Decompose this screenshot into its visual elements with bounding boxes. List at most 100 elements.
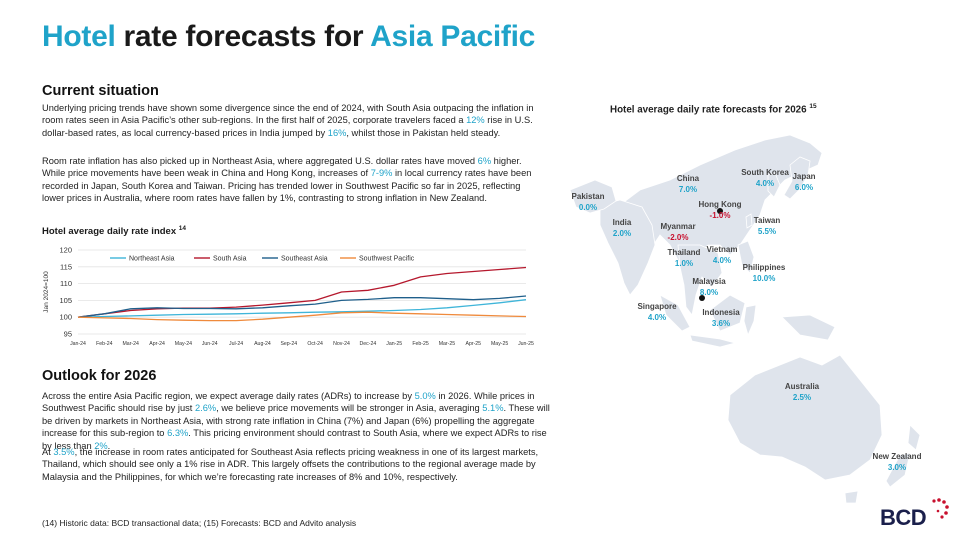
text-run: At: [42, 447, 54, 457]
country-forecast-value: 4.0%: [755, 178, 775, 188]
x-tick-label: Mar-24: [122, 341, 139, 347]
y-tick-label: 110: [60, 279, 72, 288]
y-tick-label: 115: [60, 262, 72, 271]
map-label-hong-kong: Hong Kong -1.0%: [680, 200, 760, 221]
chart-title-footnote-ref: 14: [178, 225, 186, 232]
map-label-vietnam: Vietnam 4.0%: [682, 245, 762, 266]
x-tick-label: Feb-25: [412, 341, 429, 347]
country-name: New Zealand: [872, 452, 922, 461]
map-land-sulawesi: [743, 304, 757, 337]
country-name: Taiwan: [753, 216, 781, 225]
text-run: , the increase in room rates anticipated…: [42, 447, 539, 482]
country-forecast-value: 2.5%: [792, 392, 812, 402]
y-tick-label: 100: [59, 313, 72, 322]
x-tick-label: Aug-24: [254, 341, 271, 347]
legend-label: Southeast Asia: [281, 256, 328, 263]
highlight-figure: 5.0%: [414, 391, 436, 401]
highlight-figure: 2.6%: [194, 403, 217, 414]
country-forecast-value: 2.0%: [612, 228, 632, 238]
map-label-malaysia: Malaysia 8.0%: [669, 277, 749, 298]
map-land-new-zealand-south: [885, 452, 911, 488]
text-run: .: [107, 440, 111, 451]
map-title: Hotel average daily rate forecasts for 2…: [610, 103, 817, 115]
map-land-philippines: [737, 240, 755, 274]
country-name: Vietnam: [706, 245, 738, 254]
adr-index-line-chart: 95 100 105 110 115 120 Jan-24 Feb-24 Mar-24 Apr-2…: [43, 246, 534, 348]
text-run: rise in U.S. dollar-based rates, as loca…: [42, 115, 533, 138]
map-title-text: Hotel average daily rate forecasts for 2…: [610, 104, 807, 116]
country-name: Hong Kong: [698, 200, 742, 209]
x-tick-label: Jan-24: [70, 341, 86, 347]
map-land-borneo: [709, 294, 746, 332]
country-forecast-value: 3.0%: [887, 462, 907, 472]
map-land-japan: [783, 156, 811, 200]
highlight-figure: 3.5%: [53, 447, 75, 457]
country-forecast-value: 10.0%: [752, 273, 776, 283]
map-label-india: India 2.0%: [582, 218, 662, 239]
map-land-pakistan: [569, 179, 617, 214]
map-land-sumatra: [659, 294, 691, 332]
country-name: Indonesia: [702, 308, 740, 317]
map-label-new-zealand: New Zealand 3.0%: [857, 452, 937, 473]
country-forecast-value: 8.0%: [699, 287, 719, 297]
x-tick-label: Apr-24: [149, 341, 165, 347]
x-tick-label: Jun-24: [202, 341, 218, 347]
text-run: . These will be driven by markets in Nor…: [42, 403, 550, 439]
title-highlight-asia-pacific: Asia Pacific: [370, 20, 535, 53]
x-tick-label: Jan-25: [386, 341, 402, 347]
text-run: Underlying pricing trends have shown som…: [42, 103, 534, 126]
logo-dots-icon: [932, 498, 949, 519]
country-name: Malaysia: [692, 277, 726, 286]
text-run: in 2026. While prices in Southwest Pacif…: [42, 391, 535, 414]
map-land-new-zealand-north: [907, 424, 921, 451]
map-land-asia: [619, 134, 823, 278]
map-land-korea: [767, 172, 781, 198]
title-highlight-hotel: Hotel: [42, 20, 116, 53]
country-forecast-value: 7.0%: [678, 184, 698, 194]
country-name: Japan: [792, 172, 816, 181]
map-label-south-korea: South Korea 4.0%: [725, 168, 805, 189]
map-label-australia: Australia 2.5%: [762, 382, 842, 403]
country-forecast-value: 5.5%: [757, 226, 777, 236]
text-run: , we believe price movements will be str…: [216, 403, 483, 414]
map-label-thailand: Thailand 1.0%: [644, 248, 724, 269]
country-name: Pakistan: [571, 192, 605, 201]
country-name: Myanmar: [660, 222, 696, 231]
highlight-figure: 2%: [94, 440, 108, 451]
legend-label: South Asia: [213, 256, 247, 263]
text-run: Across the entire Asia Pacific region, w…: [42, 391, 415, 401]
country-forecast-value: 3.6%: [711, 318, 731, 328]
country-forecast-value: -2.0%: [667, 232, 689, 242]
map-label-japan: Japan 6.0%: [764, 172, 844, 193]
map-label-indonesia: Indonesia 3.6%: [681, 308, 761, 329]
x-tick-label: Nov-24: [333, 341, 350, 347]
outlook-paragraph-1: Across the entire Asia Pacific region, w…: [42, 390, 552, 452]
chart-title: Hotel average daily rate index 14: [42, 225, 186, 237]
x-tick-label: Jun-25: [518, 341, 534, 347]
current-paragraph-2: Room rate inflation has also picked up i…: [42, 155, 534, 205]
title-middle: rate forecasts for: [115, 20, 371, 53]
series-line-south-asia: [77, 266, 527, 318]
y-axis-label: Jan 2024=100: [43, 271, 50, 313]
map-title-footnote-ref: 15: [809, 103, 817, 110]
outlook-heading: Outlook for 2026: [42, 368, 157, 384]
text-run: , whilst those in Pakistan held steady.: [346, 127, 501, 138]
map-label-myanmar: Myanmar -2.0%: [638, 222, 718, 243]
y-tick-label: 95: [64, 330, 72, 339]
page-title: Hotel rate forecasts for Asia Pacific: [42, 20, 535, 54]
map-land-tasmania: [844, 490, 859, 504]
current-paragraph-1: Underlying pricing trends have shown som…: [42, 102, 534, 139]
highlight-figure: 6.3%: [167, 428, 189, 439]
highlight-figure: 16%: [327, 127, 347, 138]
country-forecast-value: -1.0%: [709, 210, 731, 220]
country-name: South Korea: [741, 168, 789, 177]
y-tick-label: 105: [59, 296, 72, 305]
chart-title-text: Hotel average daily rate index: [42, 226, 177, 238]
map-land-australia: [727, 354, 883, 481]
country-forecast-value: 4.0%: [712, 255, 732, 265]
country-name: Australia: [784, 382, 820, 391]
x-tick-label: Apr-25: [466, 341, 482, 347]
legend-label: Southwest Pacific: [359, 256, 415, 263]
country-name: Singapore: [637, 302, 677, 311]
legend-label: Northeast Asia: [129, 256, 175, 263]
